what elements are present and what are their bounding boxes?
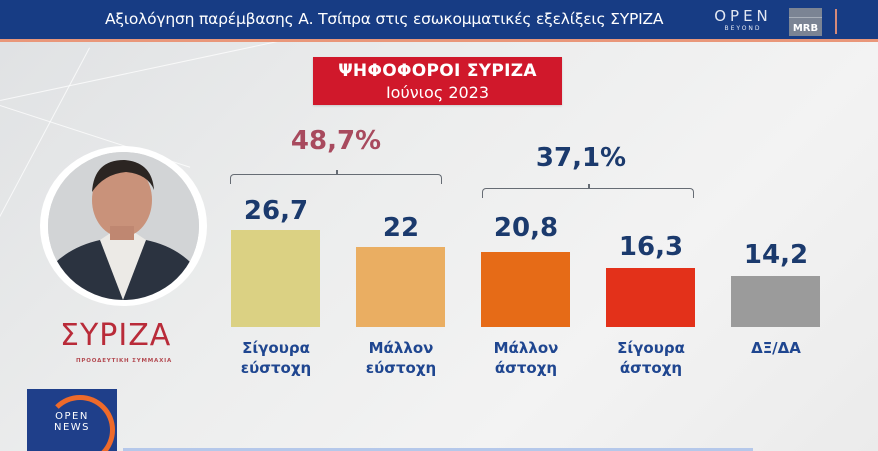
chart-title: ΨΗΦΟΦΟΡΟΙ ΣΥΡΙΖΑ <box>338 61 537 81</box>
bar-value: 14,2 <box>743 240 809 270</box>
divider <box>835 9 837 34</box>
mrb-logo: MRB <box>789 8 822 36</box>
bar-rather-apt <box>356 247 445 327</box>
bar-rather-inapt <box>481 252 570 327</box>
person-portrait-icon <box>48 152 199 300</box>
group-brace-positive <box>230 170 442 184</box>
background-decoration <box>0 37 294 101</box>
bar-value: 26,7 <box>243 196 309 226</box>
open-news-logo: OPEN NEWS <box>27 389 117 451</box>
bar-label: Μάλλον εύστοχη <box>365 339 437 377</box>
bar-value: 16,3 <box>618 232 684 262</box>
group-brace-negative <box>482 184 694 198</box>
chart-subtitle: Ιούνιος 2023 <box>385 83 490 102</box>
bar-label: Μάλλον άστοχη <box>493 339 559 377</box>
top-banner: Αξιολόγηση παρέμβασης Α. Τσίπρα στις εσω… <box>0 0 878 42</box>
bottom-strip <box>123 448 753 451</box>
bar-surely-inapt <box>606 268 695 327</box>
banner-title: Αξιολόγηση παρέμβασης Α. Τσίπρα στις εσω… <box>105 10 664 28</box>
bar-value: 20,8 <box>493 213 559 243</box>
party-logo: ΣΥΡΙΖΑ ΠΡΟΟΔΕΥΤΙΚΗ ΣΥΜΜΑΧΙΑ <box>60 318 190 368</box>
group-total-positive: 48,7% <box>290 126 382 156</box>
bar-label: ΔΞ/ΔΑ <box>751 339 801 357</box>
portrait-photo <box>48 152 199 300</box>
bar-value: 22 <box>382 213 420 243</box>
bar-label: Σίγουρα άστοχη <box>617 339 685 377</box>
chart-heading: ΨΗΦΟΦΟΡΟΙ ΣΥΡΙΖΑ Ιούνιος 2023 <box>313 57 562 105</box>
party-name: ΣΥΡΙΖΑ <box>60 318 172 353</box>
group-total-negative: 37,1% <box>535 143 627 173</box>
bar-label: Σίγουρα εύστοχη <box>240 339 312 377</box>
party-subtitle: ΠΡΟΟΔΕΥΤΙΚΗ ΣΥΜΜΑΧΙΑ <box>76 358 173 364</box>
bar-dont-know <box>731 276 820 327</box>
open-beyond-logo: OPEN BEYOND <box>714 7 772 32</box>
bar-surely-apt <box>231 230 320 327</box>
